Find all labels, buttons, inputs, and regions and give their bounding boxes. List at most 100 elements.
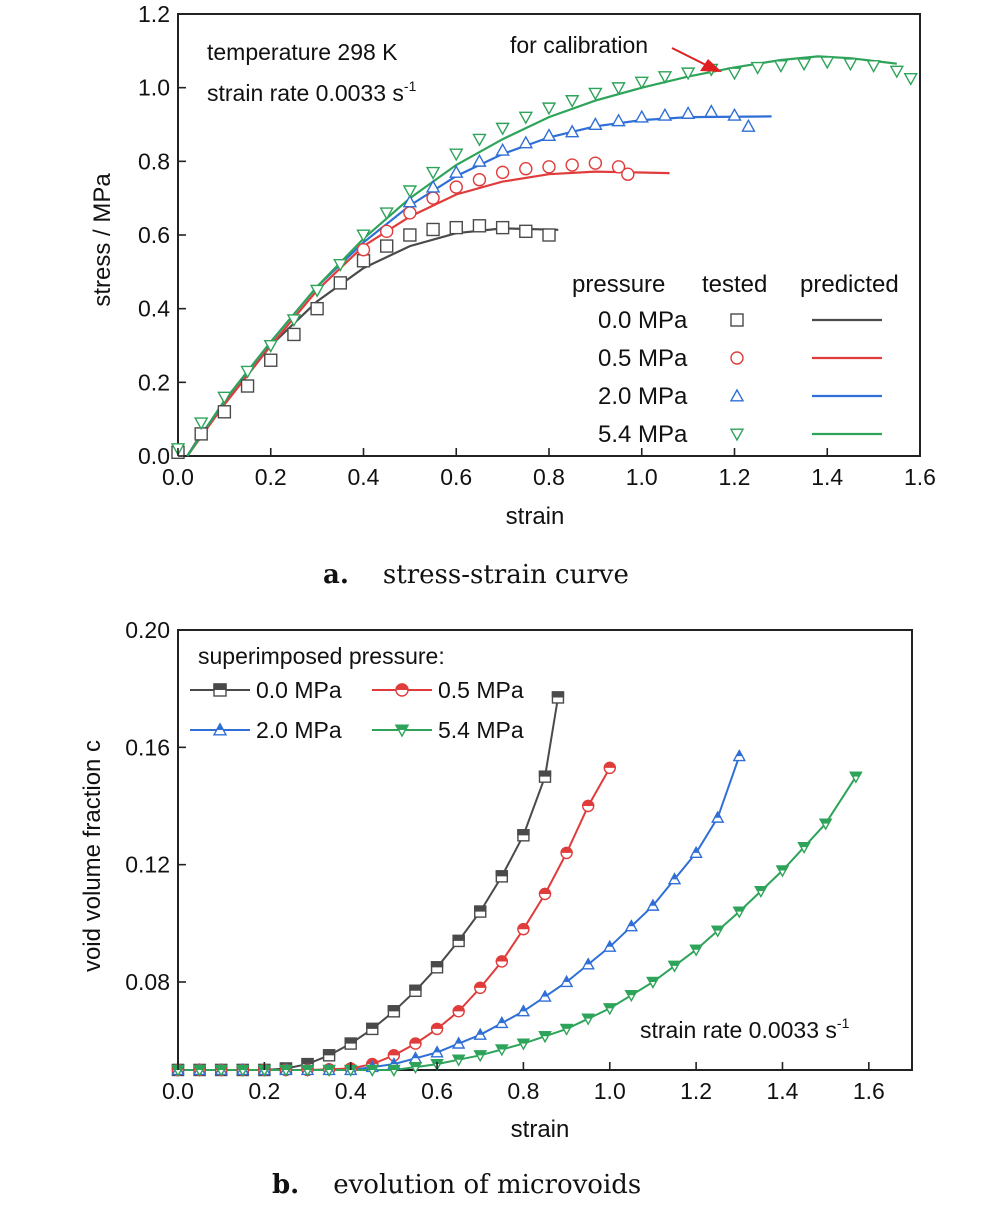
legend-marker-0-5-mpa — [730, 351, 744, 365]
void-point-5-4-mpa — [387, 1064, 401, 1077]
y-tick-label: 0.6 — [138, 222, 170, 248]
unit-superscript: -1 — [404, 78, 417, 94]
void-point-5-4-mpa — [538, 1031, 552, 1044]
tested-point-5-4-mpa — [518, 111, 534, 125]
tested-point-2-0-mpa — [402, 194, 418, 208]
tested-point-5-4-mpa — [773, 60, 789, 74]
x-tick-label: 0.6 — [440, 464, 472, 490]
tested-point-5-4-mpa — [193, 417, 209, 431]
void-point-0-0-mpa — [322, 1049, 336, 1062]
legend-marker-5-4-mpa — [394, 724, 410, 738]
y-tick-label: 1.2 — [138, 1, 170, 27]
tested-point-2-0-mpa — [727, 107, 742, 121]
legend-label: 0.5 MPa — [598, 345, 688, 372]
void-point-2-0-mpa — [732, 749, 746, 762]
x-tick-label: 0.6 — [421, 1078, 453, 1104]
void-point-5-4-mpa — [322, 1064, 336, 1077]
void-point-5-4-mpa — [473, 1050, 487, 1063]
legend-label: 5.4 MPa — [438, 717, 524, 743]
tested-point-0-0-mpa — [333, 276, 348, 290]
void-point-5-4-mpa — [849, 771, 863, 784]
tested-point-0-0-mpa — [356, 254, 371, 268]
tested-point-5-4-mpa — [750, 61, 765, 75]
condition-temperature: temperature 298 K — [207, 39, 398, 65]
void-point-5-4-mpa — [236, 1064, 250, 1077]
void-point-2-0-mpa — [408, 1051, 423, 1064]
y-tick-label: 0.8 — [138, 148, 170, 174]
x-tick-label: 0.4 — [335, 1078, 367, 1104]
void-point-0-5-mpa — [517, 923, 530, 936]
void-point-5-4-mpa — [192, 1064, 207, 1077]
y-tick-label: 0.12 — [125, 852, 170, 878]
void-point-5-4-mpa — [365, 1064, 379, 1077]
void-point-0-0-mpa — [517, 829, 530, 842]
tested-point-2-0-mpa — [564, 124, 580, 138]
x-tick-label: 1.0 — [594, 1078, 626, 1104]
tested-point-5-4-mpa — [541, 102, 557, 116]
void-point-0-0-mpa — [551, 691, 565, 704]
tested-point-0-5-mpa — [403, 206, 417, 220]
tested-point-5-4-mpa — [379, 207, 394, 221]
void-point-0-5-mpa — [603, 761, 616, 775]
tested-point-5-4-mpa — [680, 67, 696, 81]
x-axis-title: strain — [506, 503, 565, 530]
void-point-2-0-mpa — [689, 845, 703, 859]
y-tick-label: 0.08 — [125, 969, 170, 995]
tested-point-0-0-mpa — [264, 353, 278, 367]
tested-point-0-5-mpa — [472, 173, 487, 187]
legend-label: 5.4 MPa — [598, 421, 688, 448]
tested-point-5-4-mpa — [588, 87, 603, 101]
void-point-5-4-mpa — [559, 1023, 574, 1036]
legend-header-predicted: predicted — [800, 271, 899, 298]
void-point-2-0-mpa — [624, 919, 639, 932]
stress-strain-chart: 0.0 0.2 0.4 0.6 0.8 1.0 1.2 1.4 1.6 0.0 0.2 0.4 0.6 0… — [89, 1, 936, 530]
void-point-0-5-mpa — [560, 846, 573, 860]
void-point-5-4-mpa — [754, 885, 768, 899]
tested-point-0-5-mpa — [426, 191, 440, 205]
tested-point-2-0-mpa — [657, 107, 673, 121]
y-tick-label: 0.20 — [125, 617, 170, 643]
void-point-2-0-mpa — [667, 872, 682, 885]
tested-point-5-4-mpa — [263, 340, 278, 353]
tested-point-5-4-mpa — [843, 58, 858, 72]
tested-point-5-4-mpa — [449, 148, 464, 162]
void-point-5-4-mpa — [711, 925, 725, 938]
void-point-2-0-mpa — [581, 957, 595, 970]
tested-point-0-0-mpa — [472, 219, 487, 233]
tested-point-0-5-mpa — [542, 160, 556, 174]
void-point-0-5-mpa — [581, 799, 595, 813]
tested-point-0-5-mpa — [379, 224, 394, 239]
tested-point-0-0-mpa — [542, 228, 556, 242]
void-point-0-5-mpa — [409, 1037, 422, 1050]
x-tick-label: 0.0 — [162, 1078, 194, 1104]
x-tick-label: 1.4 — [766, 1078, 798, 1104]
void-point-5-4-mpa — [667, 960, 682, 973]
tested-point-2-0-mpa — [495, 142, 510, 156]
caption-a: a. stress-strain curve — [323, 560, 629, 590]
void-fraction-chart: 0.0 0.2 0.4 0.6 0.8 1.0 1.2 1.4 1.6 0.08 0.12 0.16 0… — [79, 617, 913, 1143]
tested-point-5-4-mpa — [657, 71, 673, 85]
strain-rate-annotation: strain rate 0.0033 s-1 — [640, 1015, 850, 1043]
tested-point-0-5-mpa — [449, 180, 463, 194]
legend-marker-0-0-mpa — [213, 683, 227, 697]
x-tick-label: 1.4 — [811, 464, 843, 490]
void-point-5-4-mpa — [732, 906, 746, 919]
tested-point-0-5-mpa — [588, 156, 603, 170]
tested-point-2-0-mpa — [449, 164, 464, 178]
void-point-0-0-mpa — [344, 1037, 357, 1050]
legend-header-tested: tested — [702, 271, 767, 298]
void-point-0-5-mpa — [538, 887, 552, 901]
void-point-5-4-mpa — [818, 818, 833, 831]
tested-point-2-0-mpa — [680, 106, 696, 119]
x-tick-label: 0.4 — [348, 464, 380, 490]
tested-point-2-0-mpa — [741, 118, 756, 132]
legend-label: 2.0 MPa — [256, 717, 342, 743]
tested-point-5-4-mpa — [309, 284, 325, 298]
void-point-5-4-mpa — [495, 1044, 509, 1057]
x-tick-label: 0.2 — [248, 1078, 280, 1104]
x-axis-title: strain — [511, 1116, 570, 1143]
y-tick-label: 0.4 — [138, 296, 170, 322]
tested-point-5-4-mpa — [286, 314, 302, 328]
void-point-2-0-mpa — [559, 975, 574, 988]
